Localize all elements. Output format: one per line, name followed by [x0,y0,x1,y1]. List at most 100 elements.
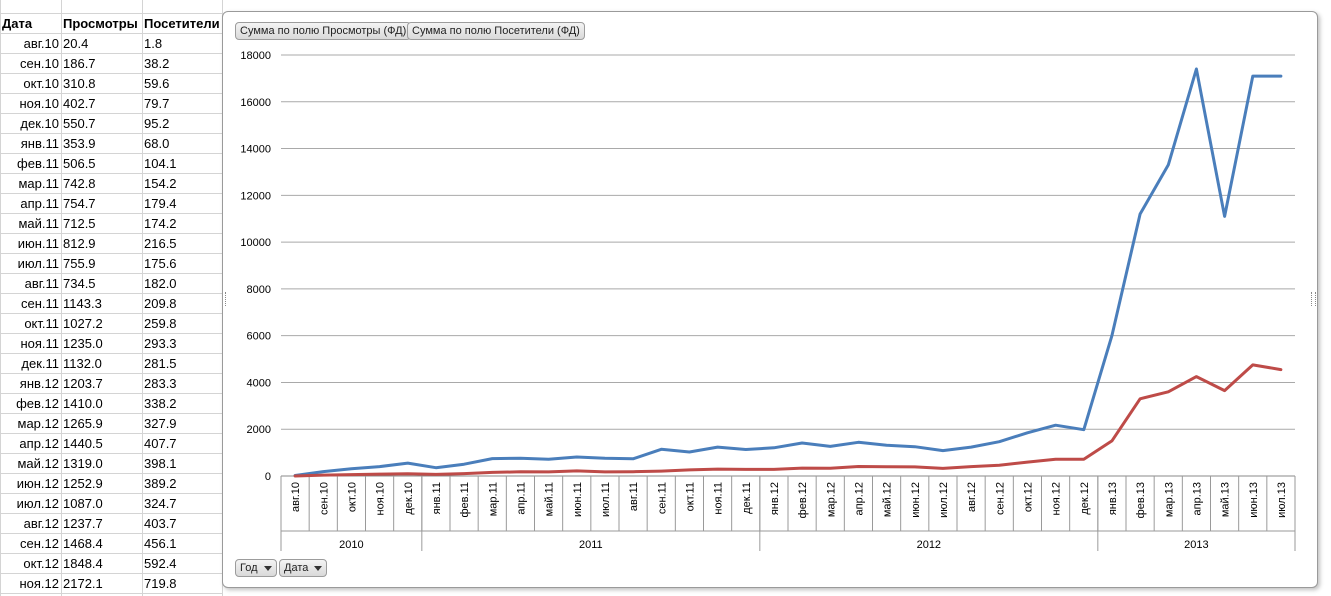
visitors-cell[interactable]: 283.3 [144,376,177,391]
row-gridline [0,333,222,334]
views-cell[interactable]: 1087.0 [63,496,103,511]
date-cell[interactable]: дек.11 [21,356,59,371]
resize-handle-right[interactable] [1311,292,1316,306]
visitors-cell[interactable]: 182.0 [144,276,177,291]
visitors-cell[interactable]: 216.5 [144,236,177,251]
date-cell[interactable]: сен.12 [20,536,59,551]
views-cell[interactable]: 550.7 [63,116,96,131]
field-button-views-label: Сумма по полю Просмотры (ФД) [240,25,407,37]
date-cell[interactable]: фев.11 [17,156,59,171]
date-cell[interactable]: фев.12 [16,396,59,411]
date-cell[interactable]: окт.10 [23,76,59,91]
visitors-cell[interactable]: 403.7 [144,516,177,531]
column-header[interactable]: Дата [2,16,33,31]
date-cell[interactable]: ноя.11 [20,336,59,351]
date-cell[interactable]: янв.11 [20,136,59,151]
visitors-cell[interactable]: 592.4 [144,556,177,571]
views-cell[interactable]: 353.9 [63,136,96,151]
date-cell[interactable]: июн.12 [16,476,59,491]
visitors-cell[interactable]: 324.7 [144,496,177,511]
visitors-cell[interactable]: 719.8 [144,576,177,591]
views-cell[interactable]: 2172.1 [63,576,103,591]
date-cell[interactable]: июн.11 [17,236,59,251]
column-header[interactable]: Посетители [144,16,220,31]
date-cell[interactable]: ноя.10 [19,96,59,111]
visitors-cell[interactable]: 79.7 [144,96,170,111]
resize-handle-left[interactable] [223,292,226,306]
views-cell[interactable]: 1440.5 [63,436,103,451]
views-cell[interactable]: 742.8 [63,176,96,191]
date-cell[interactable]: апр.12 [19,436,59,451]
field-button-visitors[interactable]: Сумма по полю Посетители (ФД) [407,22,585,40]
views-cell[interactable]: 1235.0 [63,336,103,351]
visitors-cell[interactable]: 293.3 [144,336,177,351]
views-cell[interactable]: 812.9 [63,236,96,251]
visitors-cell[interactable]: 174.2 [144,216,177,231]
date-cell[interactable]: янв.12 [19,376,59,391]
views-cell[interactable]: 186.7 [63,56,96,71]
views-cell[interactable]: 1203.7 [63,376,103,391]
visitors-cell[interactable]: 68.0 [144,136,170,151]
visitors-cell[interactable]: 259.8 [144,316,177,331]
visitors-cell[interactable]: 175.6 [144,256,177,271]
date-cell[interactable]: сен.10 [20,56,59,71]
views-cell[interactable]: 754.7 [63,196,96,211]
visitors-cell[interactable]: 281.5 [144,356,177,371]
date-cell[interactable]: авг.10 [23,36,59,51]
visitors-cell[interactable]: 1.8 [144,36,163,51]
visitors-cell[interactable]: 209.8 [144,296,177,311]
views-cell[interactable]: 712.5 [63,216,96,231]
visitors-cell[interactable]: 104.1 [144,156,177,171]
visitors-cell[interactable]: 338.2 [144,396,177,411]
date-cell[interactable]: авг.11 [24,276,59,291]
x-tick-label: авг.12 [966,482,978,512]
views-cell[interactable]: 1252.9 [63,476,103,491]
date-cell[interactable]: дек.10 [20,116,59,131]
pivot-chart-frame[interactable]: Сумма по полю Просмотры (ФД) Сумма по по… [222,11,1318,588]
views-cell[interactable]: 1848.4 [63,556,103,571]
views-cell[interactable]: 506.5 [63,156,96,171]
visitors-cell[interactable]: 456.1 [144,536,177,551]
axis-field-date-dropdown[interactable]: Дата [279,559,328,577]
views-cell[interactable]: 734.5 [63,276,96,291]
visitors-cell[interactable]: 179.4 [144,196,177,211]
date-cell[interactable]: май.11 [18,216,59,231]
axis-field-year-dropdown[interactable]: Год [235,559,277,577]
views-cell[interactable]: 1265.9 [63,416,103,431]
date-cell[interactable]: окт.12 [23,556,59,571]
date-cell[interactable]: июл.12 [16,496,59,511]
date-cell[interactable]: мар.12 [17,416,59,431]
views-cell[interactable]: 1319.0 [63,456,103,471]
views-cell[interactable]: 1237.7 [63,516,103,531]
date-cell[interactable]: апр.11 [20,196,59,211]
views-cell[interactable]: 1468.4 [63,536,103,551]
visitors-cell[interactable]: 389.2 [144,476,177,491]
date-cell[interactable]: май.12 [17,456,59,471]
views-cell[interactable]: 755.9 [63,256,96,271]
views-cell[interactable]: 1027.2 [63,316,103,331]
date-cell[interactable]: окт.11 [24,316,59,331]
column-header[interactable]: Просмотры [63,16,138,31]
visitors-cell[interactable]: 327.9 [144,416,177,431]
date-cell[interactable]: авг.12 [23,516,59,531]
views-cell[interactable]: 310.8 [63,76,96,91]
row-gridline [0,133,222,134]
visitors-cell[interactable]: 398.1 [144,456,177,471]
y-tick-label: 12000 [240,190,271,202]
visitors-cell[interactable]: 407.7 [144,436,177,451]
views-cell[interactable]: 402.7 [63,96,96,111]
date-cell[interactable]: июл.11 [17,256,59,271]
visitors-cell[interactable]: 95.2 [144,116,170,131]
visitors-cell[interactable]: 38.2 [144,56,170,71]
views-cell[interactable]: 20.4 [63,36,89,51]
date-cell[interactable]: мар.11 [18,176,59,191]
visitors-cell[interactable]: 154.2 [144,176,177,191]
date-cell[interactable]: ноя.12 [19,576,59,591]
views-cell[interactable]: 1132.0 [63,356,102,371]
x-tick-label: май.12 [882,482,894,517]
visitors-cell[interactable]: 59.6 [144,76,170,91]
views-cell[interactable]: 1410.0 [63,396,103,411]
x-tick-label: апр.11 [515,482,527,515]
views-cell[interactable]: 1143.3 [63,296,102,311]
date-cell[interactable]: сен.11 [20,296,59,311]
